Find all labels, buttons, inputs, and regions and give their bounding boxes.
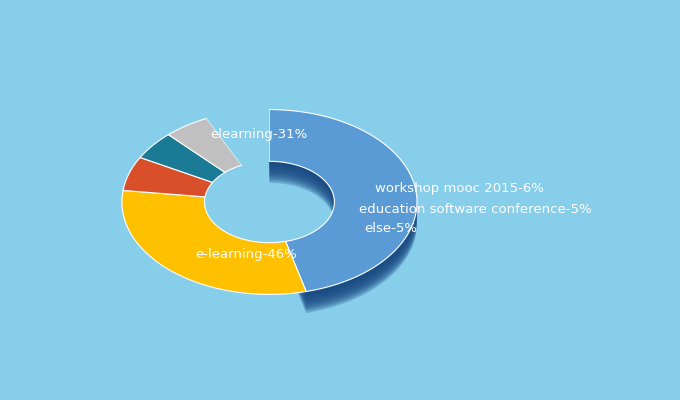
Text: else-5%: else-5% bbox=[364, 222, 418, 235]
Polygon shape bbox=[269, 128, 417, 310]
Polygon shape bbox=[122, 190, 306, 294]
Polygon shape bbox=[269, 122, 417, 304]
Text: e-learning-46%: e-learning-46% bbox=[196, 248, 297, 261]
Polygon shape bbox=[207, 110, 269, 165]
Polygon shape bbox=[269, 117, 417, 299]
Polygon shape bbox=[140, 135, 225, 182]
Polygon shape bbox=[269, 131, 417, 313]
Polygon shape bbox=[269, 111, 417, 293]
Polygon shape bbox=[269, 118, 417, 300]
Text: education software conference-5%: education software conference-5% bbox=[359, 203, 592, 216]
Polygon shape bbox=[269, 129, 417, 311]
Text: elearning-31%: elearning-31% bbox=[210, 128, 307, 141]
Text: workshop mooc 2015-6%: workshop mooc 2015-6% bbox=[375, 182, 544, 195]
Polygon shape bbox=[269, 124, 417, 306]
Polygon shape bbox=[123, 158, 213, 197]
Polygon shape bbox=[269, 113, 417, 295]
Polygon shape bbox=[269, 115, 417, 297]
Polygon shape bbox=[169, 118, 242, 172]
Polygon shape bbox=[269, 126, 417, 308]
Polygon shape bbox=[269, 120, 417, 302]
Polygon shape bbox=[269, 110, 417, 292]
